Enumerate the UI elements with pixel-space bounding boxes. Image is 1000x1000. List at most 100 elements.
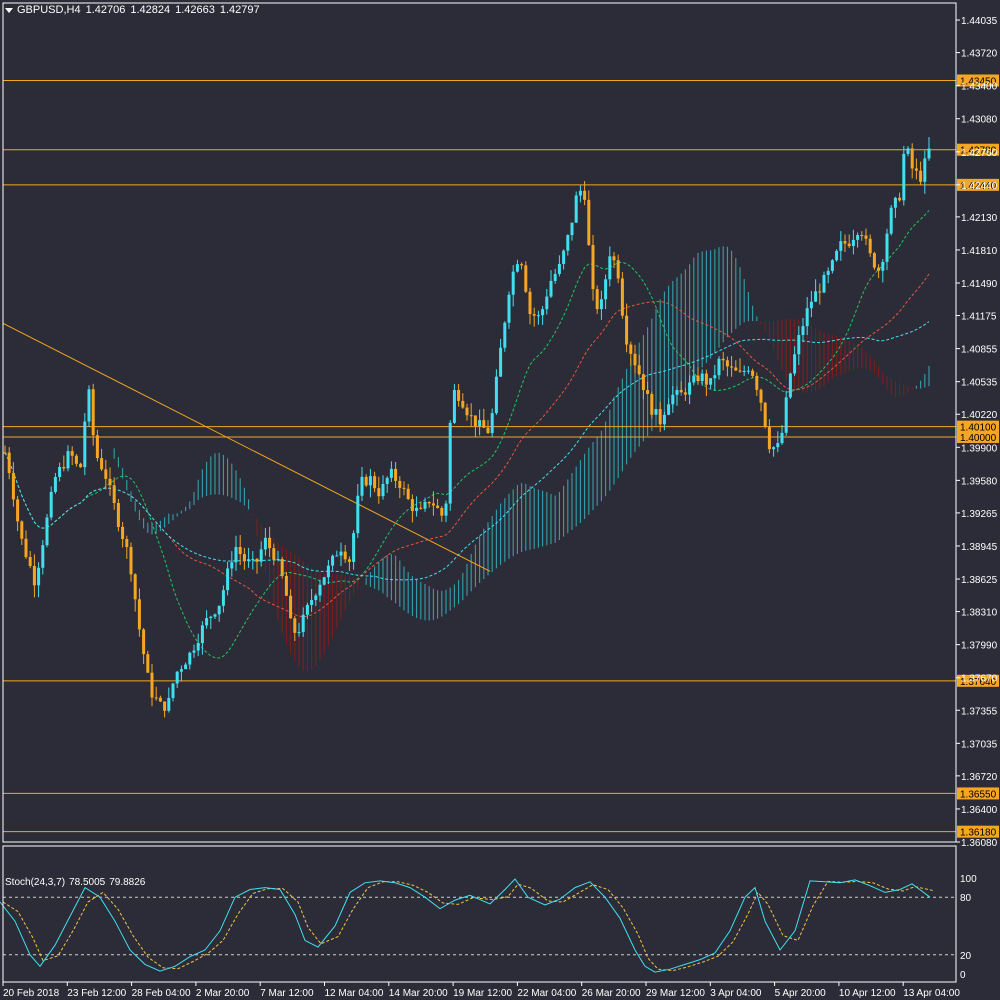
- bull-candle: [230, 562, 234, 569]
- stochastic-pane[interactable]: [0, 878, 956, 973]
- price-tick-label: 1.36080: [961, 838, 998, 849]
- bear-candle: [595, 289, 599, 310]
- price-pane[interactable]: [2, 79, 956, 833]
- bear-candle: [268, 537, 272, 549]
- price-tick-label: 1.40220: [961, 410, 998, 421]
- dropdown-triangle-icon[interactable]: [5, 7, 13, 13]
- bull-candle: [167, 697, 171, 711]
- bull-candle: [200, 625, 204, 644]
- bear-candle: [914, 168, 918, 171]
- level-tag: [957, 74, 999, 87]
- bull-candle: [830, 260, 834, 271]
- bear-candle: [125, 539, 129, 547]
- bear-candle: [142, 629, 146, 655]
- bull-candle: [45, 517, 49, 546]
- level-tag: [957, 674, 999, 687]
- bull-candle: [184, 664, 188, 670]
- bull-candle: [549, 280, 553, 297]
- bear-candle: [104, 469, 108, 479]
- bull-candle: [251, 558, 255, 560]
- bear-candle: [16, 499, 20, 522]
- price-tick-label: 1.41810: [961, 246, 998, 257]
- stoch-signal-value: 79.8826: [109, 877, 146, 888]
- bull-candle: [179, 669, 183, 672]
- bear-candle: [150, 672, 154, 698]
- bull-candle: [839, 241, 843, 251]
- bear-candle: [402, 487, 406, 489]
- bull-candle: [247, 559, 251, 562]
- high-value: 1.42824: [130, 4, 171, 16]
- bear-candle: [398, 480, 402, 488]
- bull-candle: [423, 501, 427, 509]
- bear-candle: [658, 409, 662, 425]
- bear-candle: [847, 243, 851, 247]
- bear-candle: [868, 238, 872, 254]
- bear-candle: [32, 565, 36, 586]
- bear-candle: [238, 547, 242, 555]
- bear-candle: [919, 170, 923, 182]
- bull-candle: [66, 451, 70, 469]
- bull-candle: [536, 315, 540, 317]
- low-value: 1.42663: [175, 4, 215, 16]
- bear-candle: [591, 244, 595, 290]
- bull-candle: [448, 422, 452, 504]
- level-tag: [957, 178, 999, 191]
- bull-candle: [784, 397, 788, 433]
- time-label: 12 Mar 04:00: [325, 988, 384, 999]
- time-label: 20 Feb 2018: [3, 988, 60, 999]
- bull-candle: [444, 503, 448, 516]
- bear-candle: [373, 476, 377, 489]
- bull-candle: [331, 555, 335, 566]
- bear-candle: [427, 501, 431, 504]
- bear-candle: [255, 558, 259, 562]
- bull-candle: [885, 233, 889, 262]
- bear-candle: [100, 458, 104, 470]
- bear-candle: [108, 478, 112, 486]
- price-tick-label: 1.44035: [961, 16, 998, 27]
- stoch-main-line: [0, 878, 931, 973]
- bear-candle: [7, 452, 11, 473]
- bull-candle: [927, 148, 931, 159]
- price-tick-label: 1.42760: [961, 148, 998, 159]
- bear-candle: [683, 392, 687, 395]
- bull-candle: [574, 195, 578, 223]
- bear-candle: [818, 291, 822, 293]
- bear-candle: [293, 618, 297, 633]
- bear-candle: [79, 463, 83, 468]
- bull-candle: [276, 559, 280, 561]
- bull-candle: [902, 153, 906, 201]
- bull-candle: [562, 250, 566, 264]
- bull-candle: [709, 378, 713, 385]
- level-label: 1.42440: [960, 181, 997, 192]
- bull-candle: [490, 413, 494, 434]
- price-tick-label: 1.37990: [961, 641, 998, 652]
- bear-candle: [62, 466, 66, 469]
- bull-candle: [452, 390, 456, 423]
- bull-candle: [37, 567, 41, 586]
- bear-candle: [738, 370, 742, 372]
- bear-candle: [20, 521, 24, 539]
- price-tick-label: 1.37670: [961, 674, 998, 685]
- trend-line: [2, 322, 491, 572]
- bear-candle: [473, 415, 477, 427]
- bull-candle: [209, 616, 213, 619]
- bull-candle: [507, 294, 511, 323]
- bull-candle: [822, 274, 826, 293]
- time-label: 5 Apr 20:00: [775, 988, 827, 999]
- bear-candle: [158, 697, 162, 702]
- ma-fast-line: [4, 210, 930, 659]
- price-tick-label: 1.42440: [961, 181, 998, 192]
- bull-candle: [835, 250, 839, 261]
- bull-candle: [259, 549, 263, 562]
- level-label: 1.37640: [960, 677, 997, 688]
- bear-candle: [284, 575, 288, 596]
- level-tag: [957, 787, 999, 800]
- bull-candle: [608, 256, 612, 280]
- bull-candle: [415, 507, 419, 512]
- bull-candle: [192, 650, 196, 653]
- bull-candle: [793, 354, 797, 374]
- bear-candle: [91, 389, 95, 436]
- level-label: 1.40000: [960, 433, 997, 444]
- bull-candle: [175, 671, 179, 684]
